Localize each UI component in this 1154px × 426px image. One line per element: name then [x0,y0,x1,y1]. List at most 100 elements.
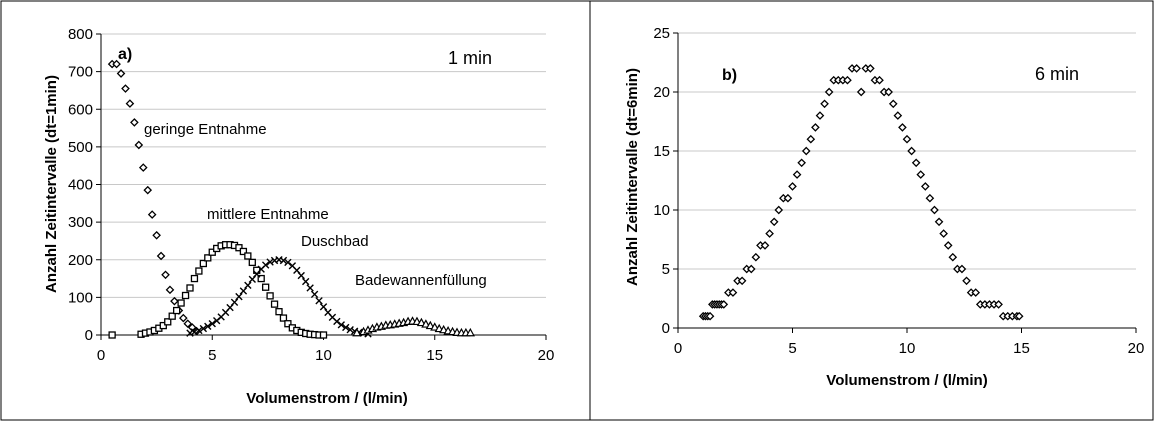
panel-a-point [266,292,274,300]
panel-a-point [235,292,243,301]
panel-b-point [921,182,930,191]
panel-a-point [125,99,135,108]
panel-b-point [875,75,884,85]
panel-b-x-tick-label: 15 [1013,340,1030,357]
panel-b-point [719,300,729,309]
chart-panel-a: a) 1 min Volumenstrom / (l/min) Anzahl Z… [43,26,554,407]
panel-a-point [170,296,179,306]
panel-a-point [248,258,256,267]
panel-b-point [843,75,852,85]
panel-a-y-tick-label: 600 [68,101,93,118]
panel-a-point [266,258,274,266]
panel-a-x-tick-label: 10 [315,347,332,364]
panel-b-point [957,264,967,274]
panel-b-point [815,111,825,120]
panel-a-point [195,267,203,275]
panel-a-y-axis-title: Anzahl Zeitintervalle (dt=1min) [43,75,60,293]
panel-b-point [806,134,816,144]
panel-b-point [930,205,939,215]
panel-b-point [801,146,811,156]
panel-a-y-tick-label: 0 [85,327,93,344]
panel-a-point [333,317,341,326]
panel-a-point [319,331,328,339]
panel-a-point [183,319,193,329]
panel-b-point [939,229,948,238]
panel-a-point [204,254,212,262]
panel-a-point [121,84,130,93]
panel-a-point [257,274,265,283]
panel-a-point [164,318,172,326]
panel-b-point [765,229,774,238]
panel-a-point [319,303,328,311]
panel-a-y-tick-label: 500 [68,139,93,156]
panel-a-series-2 [186,256,372,338]
panel-a-label: a) [118,46,132,63]
panel-b-y-tick-label: 10 [653,202,670,219]
panel-a-point [430,322,440,331]
panel-a-point [244,252,252,260]
panel-b-point [907,146,916,156]
panel-a-point [270,300,279,308]
panel-a-series-3 [352,316,475,337]
panel-b-point [888,99,898,109]
panel-a-point [306,284,314,292]
panel-a-point [156,251,166,261]
series-label-duschbad: Duschbad [301,233,369,250]
panel-a-point [204,322,212,331]
panel-a-point [302,277,310,286]
series-label-mittlere-entnahme: mittlere Entnahme [207,206,329,223]
panel-a-point [179,313,188,323]
panel-a-point [208,248,216,256]
panel-b-x-tick-label: 20 [1128,340,1145,357]
panel-a-point [116,69,126,78]
panel-b-point [898,123,907,132]
panel-b-point [769,217,779,227]
panel-a-x-tick-label: 20 [538,347,555,364]
panel-b-point [788,182,797,191]
panel-a-point [279,256,288,265]
panel-a-point [195,326,203,335]
panel-a-point [421,319,431,328]
panel-a-x-tick-label: 0 [97,347,105,364]
panel-b-point [856,87,866,97]
panel-b-y-tick-label: 0 [662,320,670,337]
panel-b-y-tick-label: 5 [662,261,670,278]
panel-b-point [746,264,756,274]
panel-a-point [159,321,167,330]
panel-a-point [108,331,116,339]
panel-b-point [811,123,820,132]
panel-b-point [797,158,806,168]
panel-a-point [230,298,239,306]
panel-b-point [774,205,784,215]
panel-a-y-tick-label: 700 [68,64,93,81]
panel-a-x-tick-label: 15 [426,347,443,364]
panel-a-y-tick-label: 200 [68,252,93,269]
panel-a-x-tick-label: 5 [208,347,216,364]
panel-b-point [962,276,971,286]
panel-b-series-0 [698,64,1024,321]
panel-b-point [916,170,926,179]
panel-a-point [134,140,144,150]
panel-a-point [244,281,252,290]
chart-panel-b: b) 6 min Volumenstrom / (l/min) Anzahl Z… [624,25,1144,389]
panel-b-plot: 0 5 10 15 20 25 0 5 10 15 20 [653,25,1144,357]
panel-a-point [181,291,190,300]
panel-b-point [824,87,834,97]
panel-a-point [416,317,427,327]
panel-b-point [971,288,981,297]
panel-a-point [138,163,148,172]
panel-a-point [130,118,139,127]
panel-b-label: b) [722,67,737,84]
panel-b-point [751,252,761,262]
panel-a-point [284,320,292,328]
panel-a-point [147,210,157,219]
panel-a-point [342,323,350,332]
panel-a-annotation: 1 min [448,48,492,68]
panel-a-y-tick-label: 300 [68,214,93,231]
panel-a-point [177,299,185,307]
panel-a-point [186,284,194,292]
panel-a-point [161,270,170,280]
panel-b-point [852,64,861,73]
